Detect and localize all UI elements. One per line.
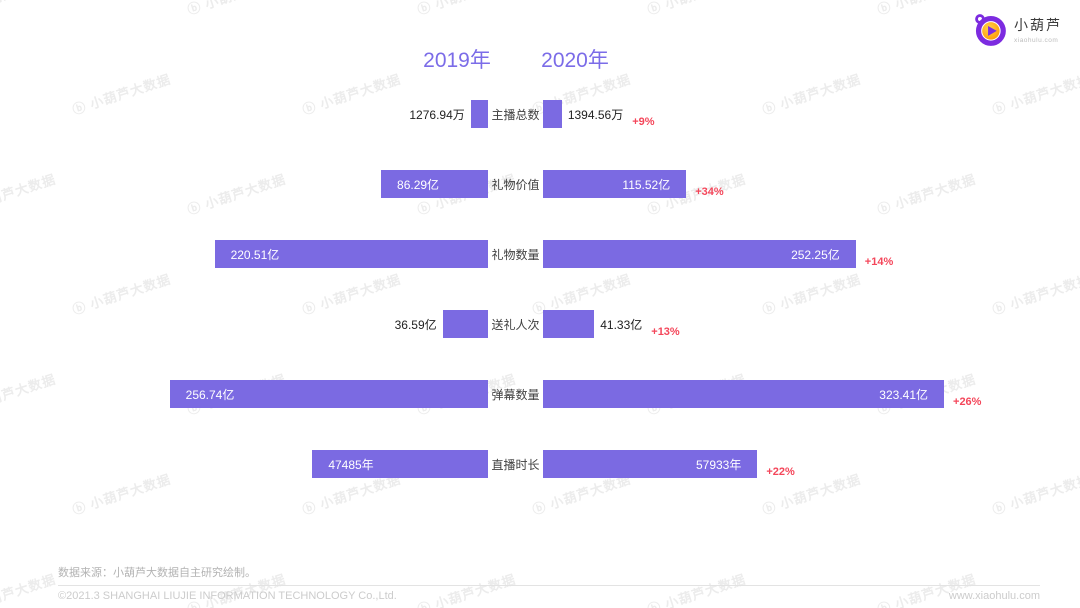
- xiaohulu-logo: 小葫芦 xiaohulu.com: [970, 10, 1062, 48]
- logo-text: 小葫芦 xiaohulu.com: [1014, 15, 1062, 44]
- bar-area-2020: 323.41亿 +26%: [543, 380, 1080, 408]
- bar-2020: [543, 310, 595, 338]
- value-label-2019: 47485年: [328, 457, 374, 472]
- website-url: www.xiaohulu.com: [948, 590, 1040, 602]
- watermark: ⓑ 小葫芦大数据: [415, 0, 518, 18]
- bar-2019: 47485年: [312, 450, 488, 478]
- bar-area-2019: 220.51亿: [0, 240, 488, 268]
- bar-2020: 57933年: [543, 450, 758, 478]
- bar-2019: [442, 310, 488, 338]
- bar-area-2020: 115.52亿 +34%: [543, 170, 1080, 198]
- change-percent-label: +9%: [632, 116, 655, 128]
- category-label: 弹幕数量: [491, 387, 540, 402]
- category-label: 送礼人次: [491, 317, 540, 332]
- watermark: ⓑ 小葫芦大数据: [875, 571, 978, 608]
- bar-area-2019: 36.59亿: [0, 310, 488, 338]
- value-label-2020: 57933年: [695, 457, 742, 472]
- value-label-2019: 36.59亿: [394, 317, 437, 332]
- watermark: ⓑ 小葫芦大数据: [0, 0, 58, 18]
- logo-brand-name: 小葫芦: [1014, 16, 1062, 33]
- bar-2020: 252.25亿: [543, 240, 856, 268]
- chart-row: 86.29亿 礼物价值 115.52亿 +34%: [0, 149, 1080, 219]
- chart-row: 256.74亿 弹幕数量 323.41亿 +26%: [0, 359, 1080, 429]
- legend-2019: 2019年: [423, 49, 491, 72]
- bar-2020: [543, 100, 562, 128]
- change-percent-label: +34%: [695, 186, 724, 198]
- bar-area-2019: 86.29亿: [0, 170, 488, 198]
- category-label: 礼物价值: [491, 177, 540, 192]
- change-percent-label: +13%: [651, 326, 680, 338]
- logo-domain: xiaohulu.com: [1014, 36, 1059, 44]
- bar-2020: 115.52亿: [543, 170, 687, 198]
- watermark: ⓑ 小葫芦大数据: [0, 571, 58, 608]
- category-label: 主播总数: [491, 107, 540, 122]
- bar-area-2020: 1394.56万 +9%: [543, 100, 1080, 128]
- bar-2019: 86.29亿: [381, 170, 488, 198]
- data-source-note: 数据来源：小葫芦大数据自主研究绘制。: [58, 567, 256, 579]
- copyright-text: ©2021.3 SHANGHAI LIUJIE INFORMATION TECH…: [58, 590, 397, 602]
- category-label: 直播时长: [491, 457, 540, 472]
- value-label-2020: 41.33亿: [600, 317, 643, 332]
- bar-area-2019: 256.74亿: [0, 380, 488, 408]
- value-label-2019: 256.74亿: [185, 387, 235, 402]
- chart-row: 220.51亿 礼物数量 252.25亿 +14%: [0, 219, 1080, 289]
- bar-area-2019: 47485年: [0, 450, 488, 478]
- watermark: ⓑ 小葫芦大数据: [645, 0, 748, 18]
- bar-area-2019: 1276.94万: [0, 100, 488, 128]
- xiaohulu-gourd-icon: [975, 14, 1006, 46]
- footer-divider: [58, 585, 1040, 586]
- value-label-2019: 1276.94万: [409, 107, 465, 122]
- chart-row: 36.59亿 送礼人次 41.33亿 +13%: [0, 289, 1080, 359]
- change-percent-label: +14%: [864, 256, 894, 268]
- bar-2019: 220.51亿: [214, 240, 488, 268]
- watermark: ⓑ 小葫芦大数据: [875, 0, 978, 18]
- bar-2019: 256.74亿: [169, 380, 488, 408]
- value-label-2019: 86.29亿: [397, 177, 440, 192]
- watermark: ⓑ 小葫芦大数据: [185, 0, 288, 18]
- diverging-bar-chart: 1276.94万 主播总数 1394.56万 +9% 86.29亿 礼物价值 1…: [0, 79, 1080, 499]
- value-label-2020: 1394.56万: [567, 107, 624, 122]
- chart-row: 47485年 直播时长 57933年 +22%: [0, 429, 1080, 499]
- bar-2020: 323.41亿: [543, 380, 945, 408]
- legend-2020: 2020年: [541, 49, 609, 72]
- value-label-2020: 252.25亿: [791, 247, 840, 262]
- watermark: ⓑ 小葫芦大数据: [415, 571, 518, 608]
- bar-2019: [470, 100, 488, 128]
- value-label-2019: 220.51亿: [230, 247, 280, 262]
- bar-area-2020: 252.25亿 +14%: [543, 240, 1080, 268]
- category-label: 礼物数量: [491, 247, 540, 262]
- bar-area-2020: 41.33亿 +13%: [543, 310, 1080, 338]
- value-label-2020: 323.41亿: [879, 387, 929, 402]
- bar-area-2020: 57933年 +22%: [543, 450, 1080, 478]
- change-percent-label: +22%: [766, 466, 795, 478]
- change-percent-label: +26%: [953, 396, 982, 408]
- value-label-2020: 115.52亿: [622, 177, 671, 192]
- chart-row: 1276.94万 主播总数 1394.56万 +9%: [0, 79, 1080, 149]
- watermark: ⓑ 小葫芦大数据: [645, 571, 748, 608]
